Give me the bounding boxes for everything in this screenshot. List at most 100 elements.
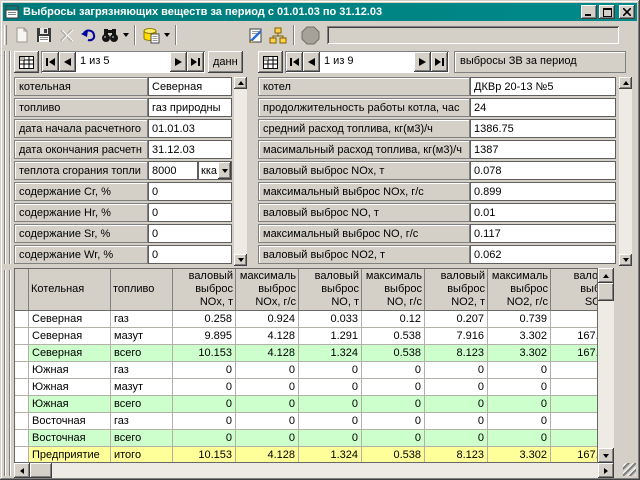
cell: 8.123 [425,345,488,362]
scrollbar-thumb[interactable] [598,283,614,301]
next-record-button[interactable] [414,52,431,72]
fuel-input[interactable]: газ природны [148,98,232,117]
max-fuel-rate-input[interactable]: 1387 [470,140,616,159]
column-header[interactable]: Котельная [29,269,111,311]
no2-gross-input[interactable]: 0.062 [470,245,616,264]
scroll-up-button[interactable] [234,77,247,89]
cell: 1.291 [299,328,362,345]
table-row[interactable]: Северная мазут 9.895 4.128 1.291 0.538 7.916 3.… [15,328,597,345]
close-button[interactable] [619,5,635,19]
structure-button[interactable] [267,24,289,46]
previous-record-button[interactable] [303,52,320,72]
no-gross-input[interactable]: 0.01 [470,203,616,222]
delete-button[interactable] [55,24,77,46]
first-record-button[interactable] [42,52,59,72]
cell: 0 [299,430,362,447]
splitter-groove[interactable] [4,270,6,476]
column-header[interactable]: максималь выброс NOx, г/с [236,269,299,311]
grid-horizontal-scrollbar[interactable] [14,463,614,478]
cell: итого [111,447,173,462]
save-button[interactable] [33,24,55,46]
table-row[interactable]: Северная газ 0.258 0.924 0.033 0.12 0.207 0.739… [15,311,597,328]
scroll-up-button[interactable] [598,268,614,283]
export-database-button[interactable] [140,24,162,46]
stop-button[interactable] [299,24,321,46]
last-record-button[interactable] [187,52,204,72]
work-hours-input[interactable]: 24 [470,98,616,117]
scroll-left-button[interactable] [14,463,30,478]
splitter-groove[interactable] [4,51,6,264]
grid-view-button[interactable] [14,51,39,73]
next-record-button[interactable] [170,52,187,72]
last-record-button[interactable] [431,52,448,72]
cell: 0 [236,396,299,413]
sr-content-input[interactable]: 0 [148,224,232,243]
find-dropdown-button[interactable] [121,24,130,46]
column-header[interactable]: валовый выброс NO, т [299,269,362,311]
start-date-input[interactable]: 01.01.03 [148,119,232,138]
window-title: Выбросы загрязняющих веществ за период с… [23,6,383,18]
cell: 0 [551,379,597,396]
table-row[interactable]: Южнаямазут0000000 [15,379,597,396]
scroll-up-button[interactable] [619,77,632,89]
new-record-button[interactable] [11,24,33,46]
undo-button[interactable] [77,24,99,46]
export-dropdown-button[interactable] [162,24,171,46]
maximize-button[interactable] [599,5,615,19]
minimize-button[interactable] [581,5,597,19]
report-button[interactable] [245,24,267,46]
fields-scrollbar[interactable] [234,77,247,266]
cell: 0 [425,379,488,396]
table-row-subtotal[interactable]: Северная всего 10.153 4.128 1.324 0.538 8.123 3… [15,345,597,362]
field-label: средний расход топлива, кг(м3)/ч [258,119,470,138]
previous-record-button[interactable] [59,52,76,72]
splitter-groove[interactable] [9,51,11,264]
scrollbar-thumb[interactable] [30,463,52,478]
unit-combobox[interactable]: кка [198,161,232,180]
resize-grip[interactable] [623,463,636,476]
cell: Предприятие [29,447,111,462]
combo-dropdown-button[interactable] [218,162,231,179]
scroll-down-button[interactable] [234,254,247,266]
column-header[interactable]: максималь выброс NO2, г/с [488,269,551,311]
splitter-groove[interactable] [9,270,11,476]
scroll-down-button[interactable] [598,448,614,463]
table-row-subtotal[interactable]: Южнаявсего0000000 [15,396,597,413]
fields-scrollbar[interactable] [619,77,632,266]
column-header[interactable]: топливо [111,269,173,311]
maximize-icon [602,7,612,17]
find-button[interactable] [99,24,121,46]
table-row[interactable]: Южнаягаз0000000 [15,362,597,379]
boilerhouse-input[interactable]: Северная [148,77,232,96]
cr-content-input[interactable]: 0 [148,182,232,201]
nox-max-input[interactable]: 0.899 [470,182,616,201]
no-max-input[interactable]: 0.117 [470,224,616,243]
table-row[interactable]: Восточнаягаз0000000 [15,413,597,430]
column-header[interactable]: валовый выброс NO2, т [425,269,488,311]
wr-content-input[interactable]: 0 [148,245,232,264]
nox-gross-input[interactable]: 0.078 [470,161,616,180]
toolbar-separator [175,25,177,45]
boiler-input[interactable]: ДКВр 20-13 №5 [470,77,616,96]
column-header[interactable]: валовый выброс NOx, т [173,269,236,311]
arrow-down-icon [622,258,629,262]
heat-value-input[interactable]: 8000 [148,161,198,180]
end-date-input[interactable]: 31.12.03 [148,140,232,159]
hr-content-input[interactable]: 0 [148,203,232,222]
column-header[interactable]: максималь выброс NO, г/с [362,269,425,311]
scroll-right-button[interactable] [598,463,614,478]
grid-vertical-scrollbar[interactable] [598,268,614,463]
grid-view-button[interactable] [258,51,283,73]
data-button[interactable]: данн [208,51,243,73]
scrollbar-track[interactable] [52,463,598,478]
field-label: содержание Sr, % [14,224,148,243]
table-row-subtotal[interactable]: Восточнаявсего0000000 [15,430,597,447]
column-header[interactable]: валовый выброс SO2, т [551,269,597,311]
table-row-total[interactable]: Предприятие итого 10.153 4.128 1.324 0.538 8.1… [15,447,597,462]
scroll-down-button[interactable] [619,254,632,266]
avg-fuel-rate-input[interactable]: 1386.75 [470,119,616,138]
first-record-button[interactable] [286,52,303,72]
toolbar-gripper[interactable] [4,25,7,45]
cell: 0 [425,362,488,379]
cell: 0 [236,413,299,430]
